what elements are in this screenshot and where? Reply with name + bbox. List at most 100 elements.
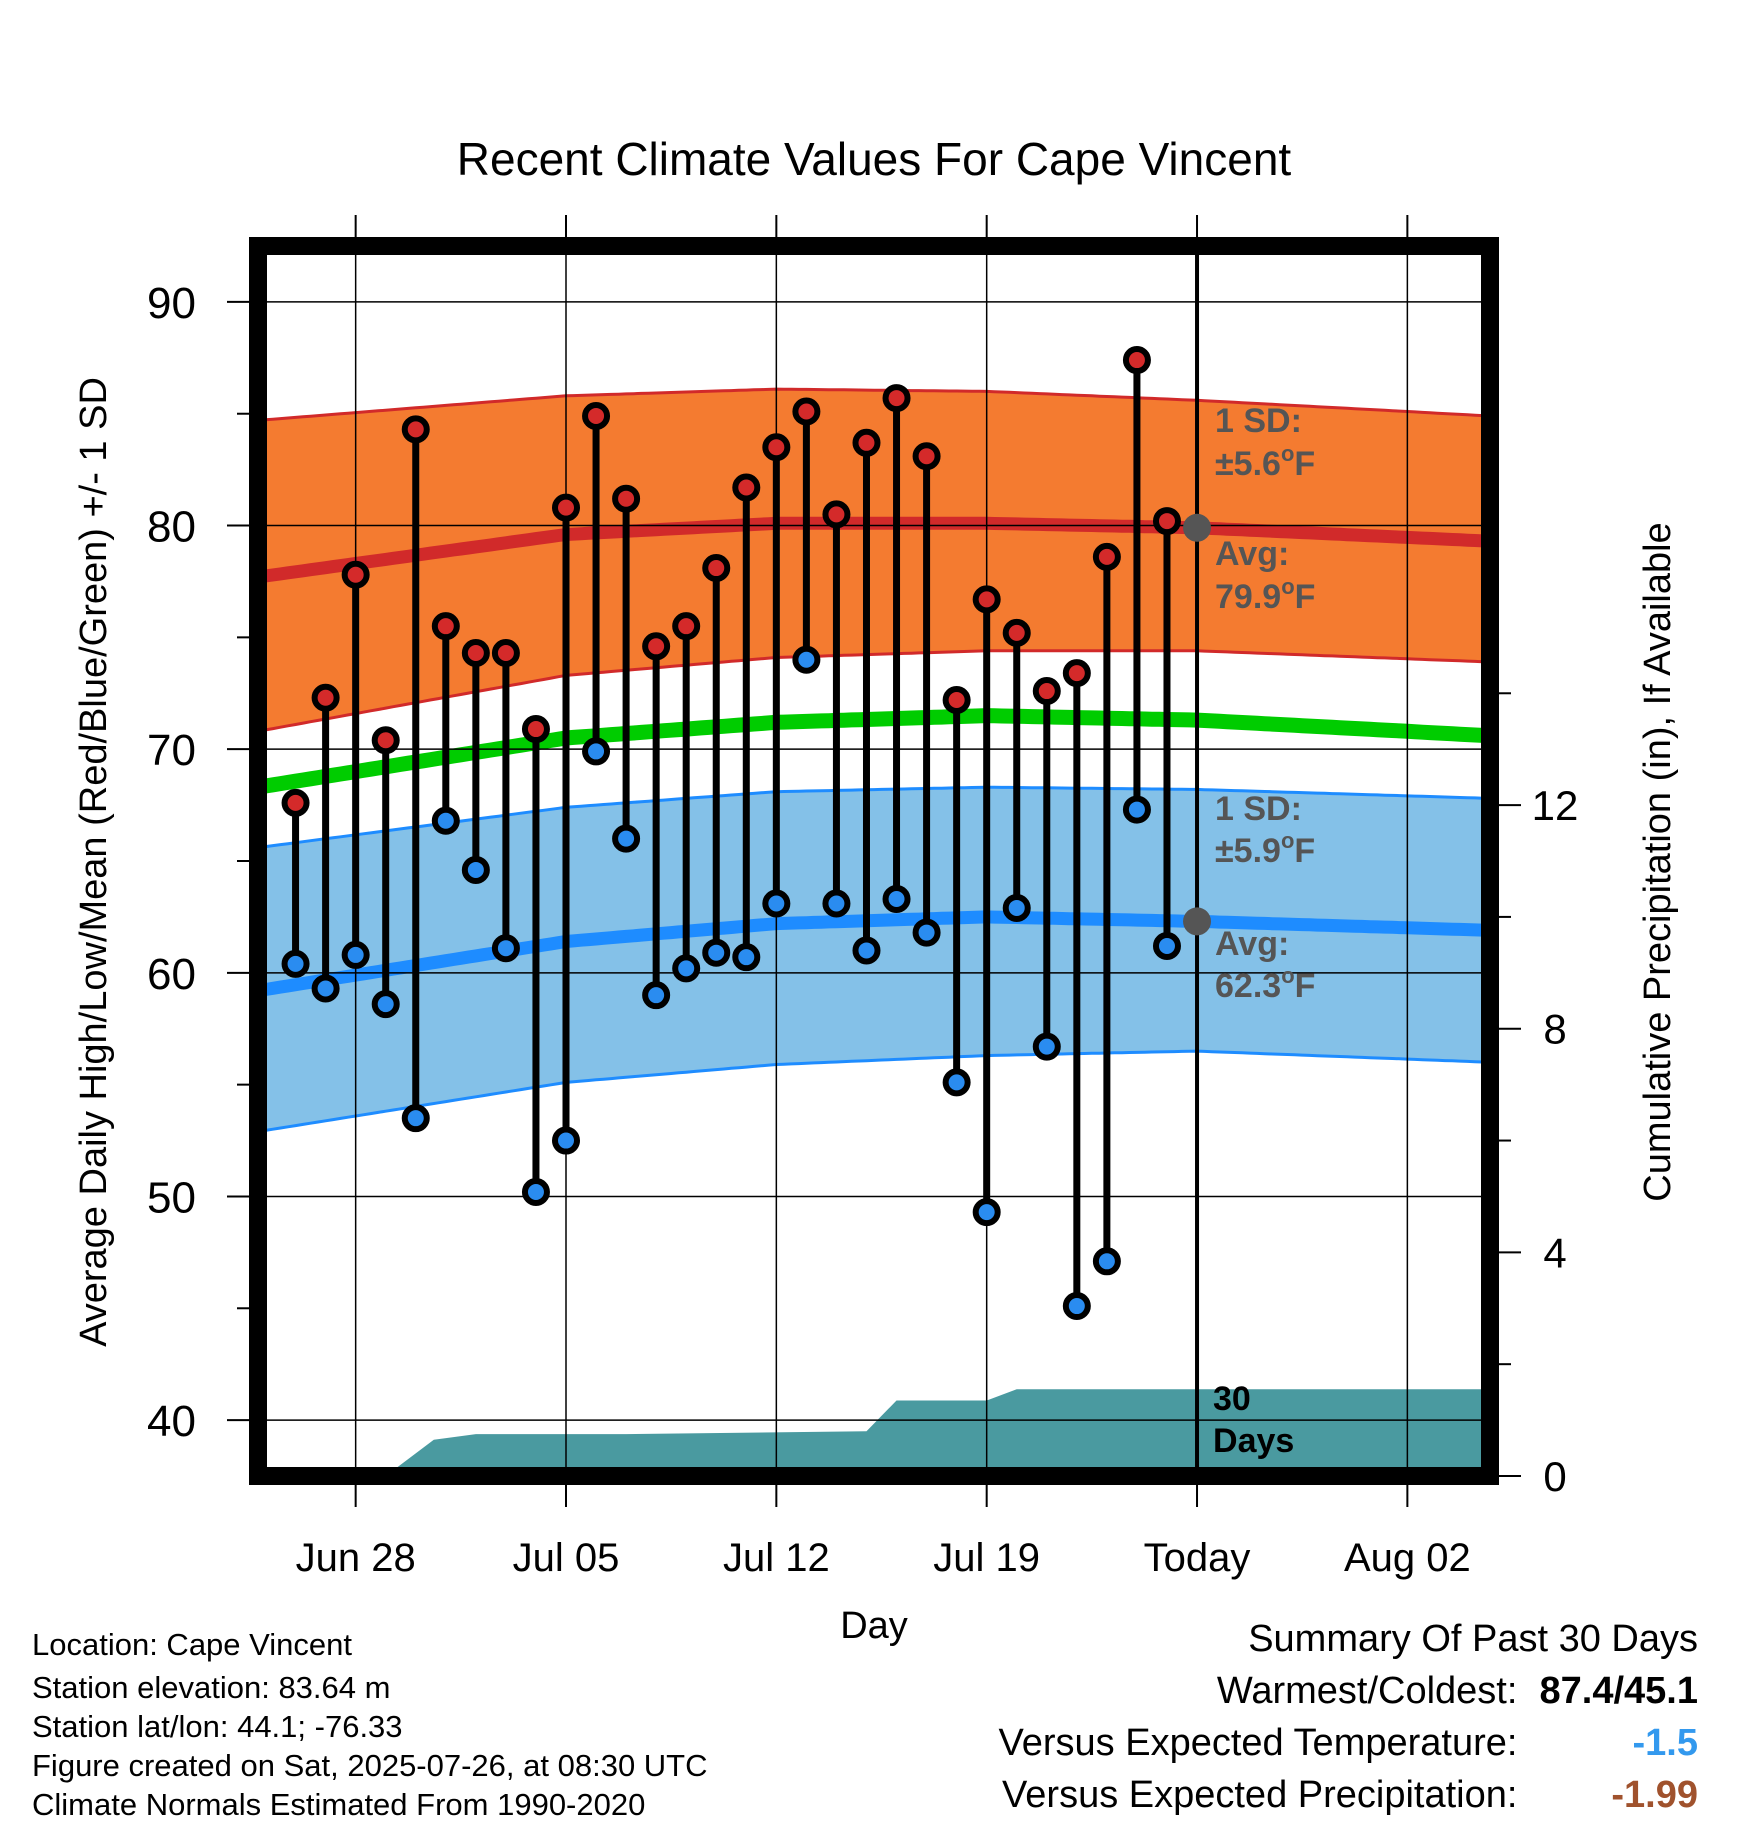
low-avg-value: 62.3oF [1215,963,1315,1005]
daily-low-point [582,737,611,766]
daily-high-point [642,632,671,661]
daily-low-point [912,918,941,947]
high-band-lower-edge [258,649,1490,733]
daily-low-point [792,645,821,674]
high-avg-value: 79.9oF [1215,574,1315,616]
daily-high-point [912,442,941,471]
summary-temp: Versus Expected Temperature: -1.5 [999,1722,1698,1774]
y2-tick-label: 12 [1532,782,1579,829]
daily-low-point [882,885,911,914]
x-tick-label: Jul 12 [723,1536,830,1580]
y2-axis-label: Cumulative Precipitation (in), If Availa… [1637,522,1679,1201]
today-high-avg-marker [1183,513,1212,542]
daily-high-point [401,415,430,444]
daily-high-point [431,612,460,641]
daily-low-point [1152,931,1181,960]
daily-high-point [1032,677,1061,706]
y-tick-label: 60 [147,950,196,999]
daily-low-point [852,936,881,965]
summary-panel: Summary Of Past 30 Days Warmest/Coldest:… [999,1618,1698,1826]
daily-high-point [311,683,340,712]
x-axis-label: Day [840,1605,908,1647]
y-tick-label: 40 [147,1397,196,1446]
daily-high-point [281,788,310,817]
days-label-number: 30 [1213,1380,1251,1418]
info-latlon: Station lat/lon: 44.1; -76.33 [32,1709,403,1744]
high-band-upper-edge [258,387,1490,422]
x-tick-label: Jul 05 [513,1536,620,1580]
daily-low-point [341,940,370,969]
daily-low-point [371,990,400,1019]
y-axis-label: Average Daily High/Low/Mean (Red/Blue/Gr… [73,377,115,1347]
daily-high-point [732,473,761,502]
daily-low-point [521,1177,550,1206]
precip-area [385,1389,1490,1476]
daily-low-point [702,938,731,967]
daily-low-point [972,1198,1001,1227]
daily-high-point [552,493,580,522]
x-tick-label: Jun 28 [296,1536,416,1580]
daily-low-point [491,934,520,963]
today-low-avg-marker [1183,907,1212,936]
x-tick-label: Jul 19 [933,1536,1040,1580]
y-tick-label: 50 [147,1173,196,1222]
low-sd-value: ±5.9oF [1215,828,1315,870]
temp-value: -1.5 [1632,1722,1698,1764]
x-tick-label: Aug 02 [1344,1536,1471,1580]
y2-tick-label: 4 [1543,1229,1566,1276]
daily-high-point [972,585,1001,614]
high-average-line [258,516,1490,584]
daily-low-point [401,1104,430,1133]
daily-low-point [612,824,641,853]
daily-high-point [882,384,911,413]
daily-low-point [1032,1032,1061,1061]
daily-low-point [732,943,761,972]
daily-low-point [281,949,310,978]
daily-high-point [1002,618,1031,647]
daily-low-point [1002,893,1031,922]
daily-low-point [431,806,460,835]
precip-label: Versus Expected Precipitation: [1002,1774,1518,1816]
daily-high-point [1062,659,1091,688]
low-band-lower-edge [258,1049,1490,1134]
daily-high-point [702,554,731,583]
daily-low-point [311,974,340,1003]
precip-value: -1.99 [1611,1774,1698,1816]
high-sd-value: ±5.6oF [1215,441,1315,483]
daily-high-point [612,484,641,513]
daily-high-point [461,639,490,668]
daily-high-point [762,433,791,462]
warmest-coldest-label: Warmest/Coldest: [1216,1670,1518,1712]
low-average-line [258,910,1490,998]
plot-frame [249,237,1499,1485]
info-location: Location: Cape Vincent [32,1627,352,1662]
daily-high-point [942,685,971,714]
daily-high-point [521,715,550,744]
daily-low-point [1122,795,1151,824]
daily-high-point [1122,346,1151,375]
y-tick-label: 80 [147,503,196,552]
daily-high-point [1152,507,1181,536]
days-label-text: Days [1213,1422,1294,1460]
info-created: Figure created on Sat, 2025-07-26, at 08… [32,1748,708,1783]
daily-low-point [822,889,851,918]
y-tick-label: 70 [147,726,196,775]
daily-low-point [672,954,701,983]
y-tick-label: 90 [147,279,196,328]
summary-precip: Versus Expected Precipitation: -1.99 [999,1774,1698,1826]
info-normals: Climate Normals Estimated From 1990-2020 [32,1787,646,1822]
daily-high-point [491,639,520,668]
warmest-coldest-value: 87.4/45.1 [1539,1670,1698,1712]
daily-low-point [461,855,490,884]
daily-high-point [672,612,701,641]
mean-average-line [258,708,1490,795]
daily-high-point [822,500,851,529]
station-info: Location: Cape Vincent Station elevation… [32,1625,708,1824]
daily-low-point [552,1126,580,1155]
info-elevation: Station elevation: 83.64 m [32,1670,391,1705]
daily-high-point [852,428,881,457]
high-avg-label: Avg: [1215,535,1289,573]
summary-warmest-coldest: Warmest/Coldest: 87.4/45.1 [999,1670,1698,1722]
y2-tick-label: 8 [1543,1006,1566,1053]
daily-low-point [642,981,671,1010]
